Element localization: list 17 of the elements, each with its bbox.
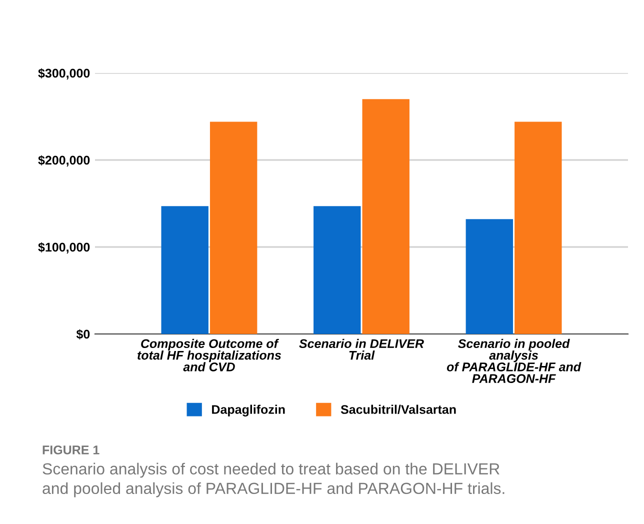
x-tick-label: Scenario in pooled analysis of PARAGLIDE-HF and PARAGON-HF	[446, 338, 582, 383]
caption: FIGURE 1	[42, 446, 100, 454]
legend-label: Dapaglifozin	[212, 404, 285, 416]
text: Scenario analysis of cost needed to treat based on the DELIVER and pooled analysis of PARAGLIDE-HF and PARAGON-HF trials.	[42, 462, 504, 498]
y-tick-label: $100,000	[38, 242, 90, 254]
bar	[161, 206, 208, 334]
x-tick-label: Scenario in DELIVER Trial	[299, 338, 424, 360]
bar	[362, 99, 410, 334]
y-tick-label: $0	[76, 329, 90, 340]
y-tick-label: $300,000	[38, 68, 90, 80]
legend-label: Sacubitril/Valsartan	[340, 404, 456, 414]
bar	[466, 219, 514, 334]
bar	[514, 122, 562, 334]
bar	[314, 206, 361, 334]
y-tick-label: $200,000	[38, 155, 90, 166]
bar	[210, 122, 258, 334]
x-tick-label: Composite Outcome of total HF hospitalizations and CVD	[138, 338, 282, 372]
